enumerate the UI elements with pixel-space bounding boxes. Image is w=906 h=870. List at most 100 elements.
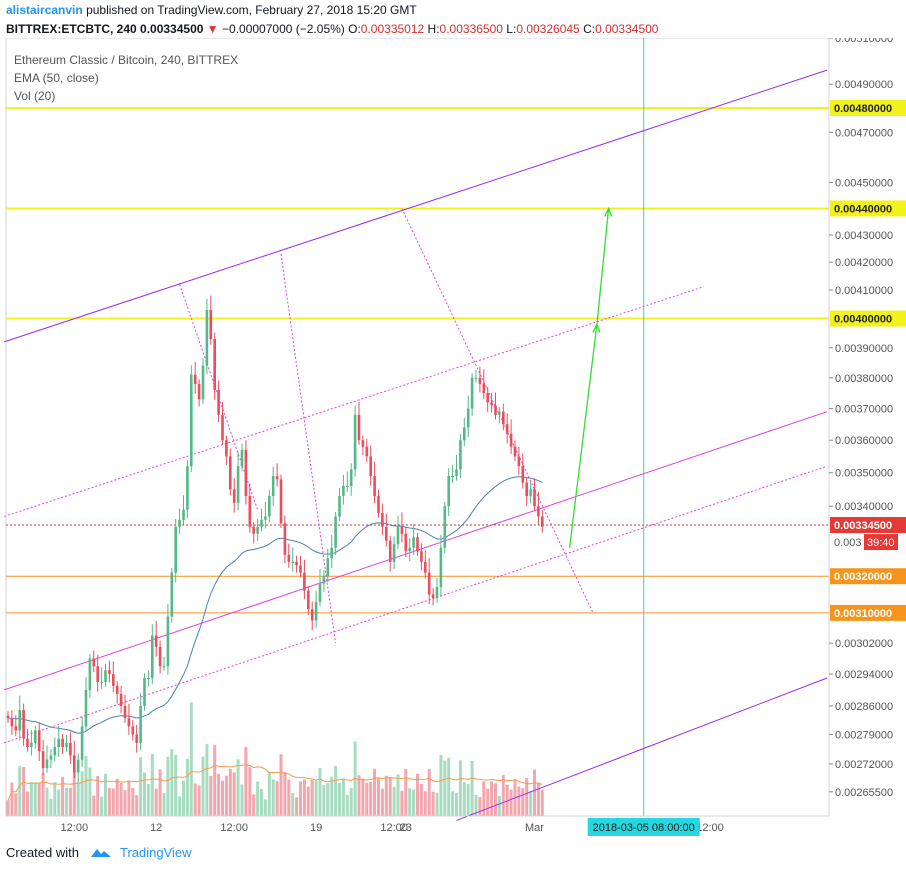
candle	[416, 532, 419, 556]
candle	[408, 538, 411, 562]
candle-body	[474, 377, 478, 379]
candle	[338, 488, 341, 522]
candle-body	[100, 681, 103, 683]
candle-body	[178, 519, 181, 527]
candle-body	[424, 561, 427, 573]
volume-bar	[232, 772, 236, 816]
arrow-head-2	[604, 206, 613, 217]
candle-body	[330, 547, 333, 559]
plot-frame	[5, 37, 830, 817]
candle	[193, 361, 197, 394]
candle	[279, 474, 283, 528]
candle	[299, 555, 302, 578]
candle	[342, 474, 345, 505]
candle	[373, 461, 376, 504]
candle	[326, 548, 330, 583]
candle	[525, 478, 528, 506]
volume-bar	[517, 786, 521, 816]
candle	[369, 445, 372, 486]
candle	[213, 332, 216, 400]
volume-bar	[525, 778, 529, 816]
candle	[439, 534, 443, 596]
candle	[494, 392, 497, 420]
candle-body	[41, 751, 45, 769]
candle	[295, 555, 298, 573]
volume-bar	[400, 790, 404, 816]
candle-body	[201, 365, 205, 400]
volume-bar	[76, 782, 80, 816]
candle	[521, 453, 525, 489]
volume-bar	[213, 744, 217, 816]
candle-body	[498, 411, 501, 415]
candle-body	[174, 526, 177, 573]
candle	[498, 407, 501, 424]
level-price-tag	[830, 310, 906, 327]
candle-body	[396, 526, 400, 545]
volume-bar	[49, 798, 53, 816]
volume-bar	[252, 794, 256, 816]
level-price-label: 0.00440000	[834, 203, 892, 215]
price-tick-label: 0.00450000	[835, 178, 893, 190]
upper-dotted-channel	[3, 286, 703, 517]
volume-bar	[431, 791, 435, 816]
candle-body	[240, 449, 244, 467]
volume-bar	[267, 771, 271, 816]
candle	[201, 357, 205, 404]
time-tick-label: 12:00	[61, 822, 89, 834]
time-tick-label: 19	[310, 822, 322, 834]
down-trend-dotted-2	[280, 253, 337, 644]
candle	[147, 670, 150, 687]
volume-bar	[209, 775, 213, 816]
tradingview-link[interactable]: TradingView	[120, 845, 192, 860]
candle-body	[283, 523, 287, 555]
volume-bar	[462, 782, 466, 816]
volume-bar	[497, 795, 501, 816]
volume-bar	[127, 780, 131, 816]
candle-body	[236, 466, 240, 503]
candle	[287, 543, 291, 568]
candle-body	[322, 576, 326, 584]
volume-bar	[455, 792, 458, 816]
candle	[377, 489, 380, 518]
volume-bar	[260, 788, 263, 816]
candle-body	[490, 402, 493, 406]
candle	[26, 729, 29, 752]
candle-body	[431, 594, 435, 599]
candle-body	[186, 466, 189, 510]
author-link[interactable]: alistaircanvin	[6, 3, 83, 17]
date-marker-tag	[587, 818, 700, 836]
candle	[505, 413, 509, 444]
volume-bar	[283, 771, 287, 816]
candle	[451, 464, 454, 484]
volume-bar	[22, 766, 26, 816]
candle	[49, 749, 53, 769]
time-tick-label: 12:00	[696, 822, 724, 834]
candle-body	[369, 456, 372, 477]
candle-body	[388, 540, 392, 562]
candle	[533, 478, 536, 511]
candle	[197, 379, 201, 407]
candle	[486, 386, 489, 413]
candle	[112, 661, 115, 692]
volume-bar	[322, 785, 326, 816]
candle-body	[225, 440, 228, 457]
volume-bar	[392, 786, 396, 816]
arrow-head-1	[592, 322, 601, 333]
candle-body	[307, 590, 310, 610]
candle	[264, 502, 267, 529]
time-tick-label: 12:00	[220, 822, 248, 834]
candle-body	[357, 414, 361, 441]
volume-bar	[536, 782, 540, 816]
price-tick-label: 0.00490000	[835, 79, 893, 91]
volume-bar	[369, 781, 373, 816]
candle-body	[451, 476, 454, 478]
candle	[420, 543, 423, 571]
candle	[252, 522, 255, 544]
candle-body	[521, 466, 525, 483]
chart-area[interactable]: 0.00510000 0.00490000 0.00470000 0.00450000…	[0, 33, 906, 838]
candle	[96, 655, 99, 692]
candle-body	[400, 526, 404, 534]
price-tick-label: 0.00279000	[835, 730, 893, 742]
price-chart[interactable]: 0.00510000 0.00490000 0.00470000 0.00450000…	[0, 33, 906, 838]
candle-body	[49, 755, 53, 760]
